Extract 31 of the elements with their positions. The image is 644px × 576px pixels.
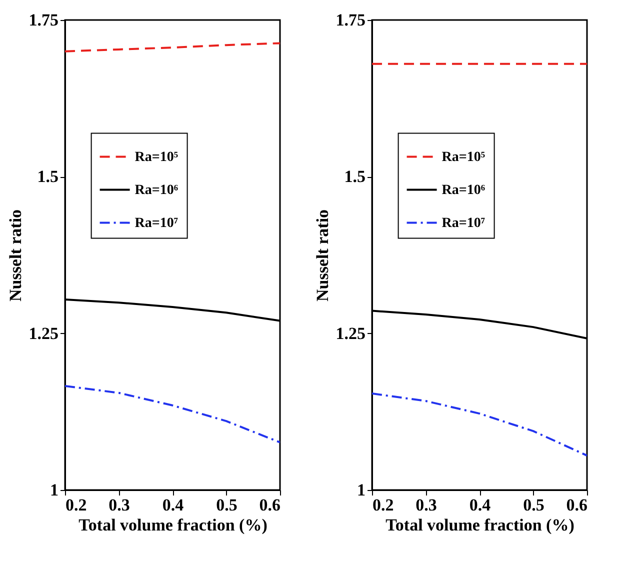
x-tick-label: 0.5 [523,496,544,514]
y-tick-label: 1.75 [336,10,366,30]
y-tick-label: 1.25 [336,324,366,343]
line-series [65,42,280,52]
y-tick-label: 1.5 [37,167,58,186]
x-tick-label: 0.6 [259,496,280,514]
legend-label: Ra=10⁶ [134,182,178,198]
y-tick-label: 1 [357,480,366,500]
x-tick-label: 0.3 [416,496,437,514]
x-tick-label: 0.4 [469,496,492,514]
y-tick-label: 1.5 [344,167,366,186]
x-tick-label: 0.2 [372,496,394,514]
x-tick-label: 0.3 [108,496,130,514]
x-tick-label: 0.2 [66,496,87,514]
legend-label: Ra=10⁷ [134,216,178,231]
y-axis-title: Nusselt ratio [312,209,332,302]
x-tick-label: 0.6 [566,496,588,514]
y-tick-label: 1 [50,480,58,500]
x-axis-title: Total volume fraction (%) [78,516,268,534]
x-axis-title: Total volume fraction (%) [386,516,574,534]
y-axis-title: Nusselt ratio [6,209,25,302]
line-series [65,384,280,444]
legend-label: Ra=10⁶ [442,182,486,198]
y-tick-label: 1.25 [28,324,58,343]
y-tick-label: 1.75 [28,10,58,30]
legend-label: Ra=10⁵ [442,150,486,165]
line-series [372,392,587,457]
legend-label: Ra=10⁵ [134,150,178,165]
legend-label: Ra=10⁷ [442,216,486,231]
x-tick-label: 0.4 [162,496,184,514]
x-tick-label: 0.5 [216,496,238,514]
